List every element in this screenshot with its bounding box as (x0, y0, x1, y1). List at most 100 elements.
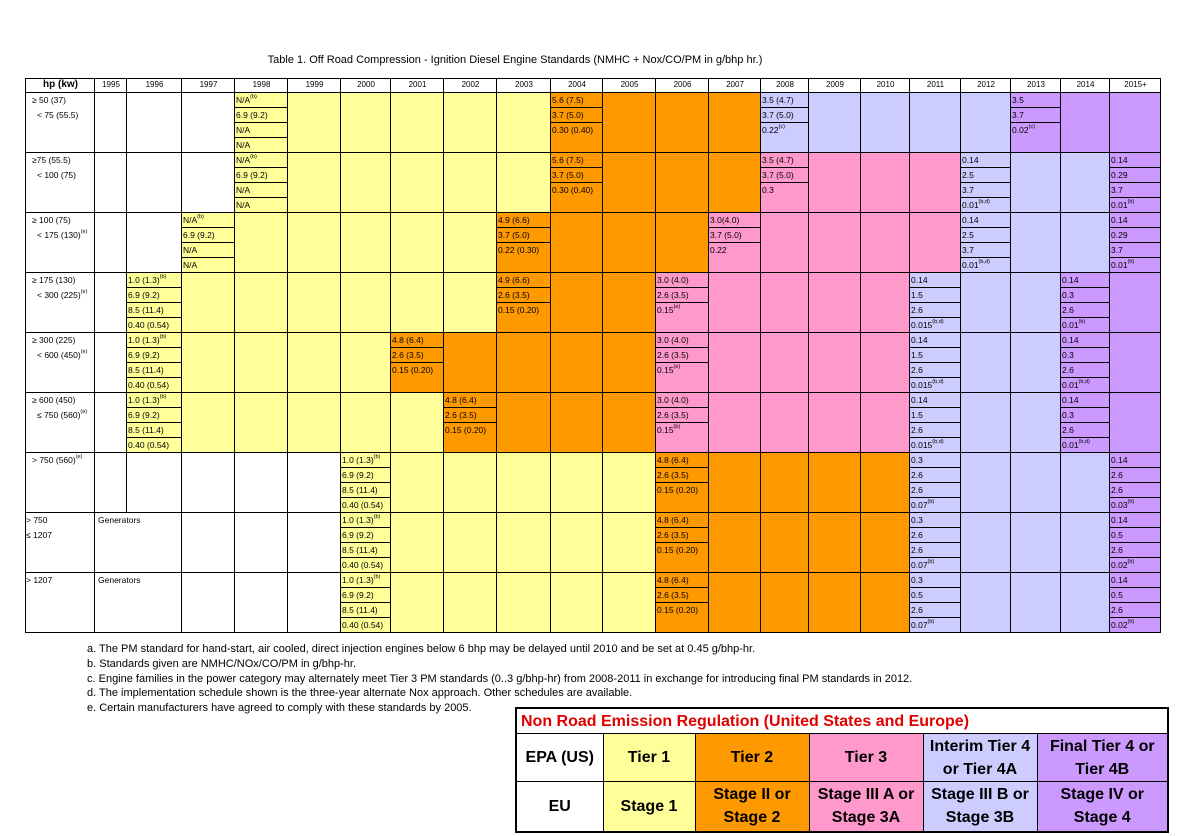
table-cell (234, 212, 288, 273)
table-cell (602, 272, 656, 333)
table-cell (340, 392, 391, 453)
table-cell (602, 332, 656, 393)
table-cell (496, 452, 551, 513)
standard-cell: 3.0 (4.0) 2.6 (3.5) 0.15(e) (655, 272, 709, 333)
table-cell (287, 572, 341, 633)
table-cell (1010, 452, 1061, 513)
standard-cell: 1.0 (1.3)(b) 6.9 (9.2) 8.5 (11.4) 0.40 (… (126, 392, 182, 453)
header-row: hp (kw) 1995 1996 1997 1998 1999 2000 20… (25, 78, 1161, 93)
year-header: 1995 (94, 78, 127, 93)
hp-range-cell: ≥ 100 (75) < 175 (130)(e) (25, 212, 95, 273)
table-row: ≥ 175 (130) < 300 (225)(e) 1.0 (1.3)(b) 6… (25, 272, 1161, 333)
standard-cell: N/A(b) 6.9 (9.2) N/A N/A (234, 92, 288, 153)
table-cell (1060, 512, 1110, 573)
table-cell (390, 272, 444, 333)
table-cell (390, 392, 444, 453)
table-cell (860, 512, 910, 573)
standard-cell: 0.14 1.5 2.6 0.015(b,d) (909, 332, 961, 393)
table-cell (1010, 512, 1061, 573)
table-cell (1010, 272, 1061, 333)
standard-cell: 0.14 2.5 3.7 0.01(b,d) (960, 152, 1011, 213)
hp-range-cell: ≥75 (55.5) < 100 (75) (25, 152, 95, 213)
standard-cell: 5.6 (7.5) 3.7 (5.0) 0.30 (0.40) (550, 92, 603, 153)
year-header: 1996 (126, 78, 182, 93)
table-cell (960, 452, 1011, 513)
standard-cell: 3.5 (4.7) 3.7 (5.0) 0.22(c) (760, 92, 809, 153)
year-header: 2005 (602, 78, 656, 93)
year-header: 2013 (1010, 78, 1061, 93)
standard-cell: 0.14 2.6 2.6 0.03(b) (1109, 452, 1161, 513)
table-cell (760, 272, 809, 333)
year-header: 2011 (909, 78, 961, 93)
table-cell (390, 512, 444, 573)
table-cell (760, 452, 809, 513)
table-row: ≥ 600 (450) ≤ 750 (560)(e) 1.0 (1.3)(b) 6… (25, 392, 1161, 453)
footnote: c. Engine families in the power category… (87, 672, 913, 685)
table-cell (550, 272, 603, 333)
table-cell (602, 512, 656, 573)
hp-range-cell: ≥ 175 (130) < 300 (225)(e) (25, 272, 95, 333)
table-cell (443, 212, 497, 273)
table-cell (655, 92, 709, 153)
table-cell (94, 92, 127, 153)
table-row: ≥ 300 (225) < 600 (450)(e) 1.0 (1.3)(b) 6… (25, 332, 1161, 393)
table-cell (708, 92, 761, 153)
table-cell (602, 152, 656, 213)
standard-cell: 5.6 (7.5) 3.7 (5.0) 0.30 (0.40) (550, 152, 603, 213)
table-cell (234, 512, 288, 573)
legend-stage2: Stage II or Stage 2 (694, 781, 810, 832)
table-cell (496, 152, 551, 213)
table-cell (496, 572, 551, 633)
year-header: 2002 (443, 78, 497, 93)
table-cell (443, 272, 497, 333)
table-row: > 1207 Generators 1.0 (1.3)(b) 6.9 (9.2)… (25, 572, 1161, 633)
table-cell (443, 92, 497, 153)
footnote: a. The PM standard for hand-start, air c… (87, 643, 756, 655)
table-cell (94, 272, 127, 333)
year-header: 2010 (860, 78, 910, 93)
table-cell (287, 212, 341, 273)
standard-cell: 0.14 1.5 2.6 0.015(b,d) (909, 272, 961, 333)
table-cell (181, 272, 235, 333)
standard-cell: 1.0 (1.3)(b) 6.9 (9.2) 8.5 (11.4) 0.40 (… (126, 272, 182, 333)
table-cell (808, 512, 861, 573)
year-header: 2015+ (1109, 78, 1161, 93)
table-cell (234, 272, 288, 333)
table-cell (94, 152, 127, 213)
table-cell (287, 152, 341, 213)
year-header: 2000 (340, 78, 391, 93)
legend-title-spacer (1037, 707, 1169, 734)
generators-cell: Generators (94, 572, 182, 633)
table-cell (708, 452, 761, 513)
table-cell (708, 152, 761, 213)
table-row: > 750 ≤ 1207 Generators 1.0 (1.3)(b) 6.9 … (25, 512, 1161, 573)
footnote: e. Certain manufacturers have agreed to … (87, 702, 472, 715)
table-cell (234, 392, 288, 453)
standard-cell: 0.14 0.5 2.6 0.02(b) (1109, 512, 1161, 573)
table-cell (708, 332, 761, 393)
year-header: 2006 (655, 78, 709, 93)
table-cell (1109, 332, 1161, 393)
table-cell (94, 212, 127, 273)
year-header: 1999 (287, 78, 341, 93)
table-cell (94, 392, 127, 453)
year-header: 2009 (808, 78, 861, 93)
table-cell (1109, 272, 1161, 333)
table-cell (1060, 152, 1110, 213)
legend-stage3b: Stage III B or Stage 3B (922, 781, 1038, 832)
hp-range-cell: ≥ 300 (225) < 600 (450)(e) (25, 332, 95, 393)
table-cell (550, 572, 603, 633)
table-cell (390, 452, 444, 513)
table-cell (960, 92, 1011, 153)
table-cell (287, 92, 341, 153)
table-cell (1010, 152, 1061, 213)
table-row: ≥ 50 (37) < 75 (55.5) N/A(b) 6.9 (9.2) N/… (25, 92, 1161, 153)
table-cell (390, 212, 444, 273)
table-cell (655, 152, 709, 213)
year-header: 2007 (708, 78, 761, 93)
standard-cell: 4.8 (6.4) 2.6 (3.5) 0.15 (0.20) (390, 332, 444, 393)
table-cell (340, 212, 391, 273)
table-cell (181, 572, 235, 633)
table-cell (960, 272, 1011, 333)
year-header: 1998 (234, 78, 288, 93)
